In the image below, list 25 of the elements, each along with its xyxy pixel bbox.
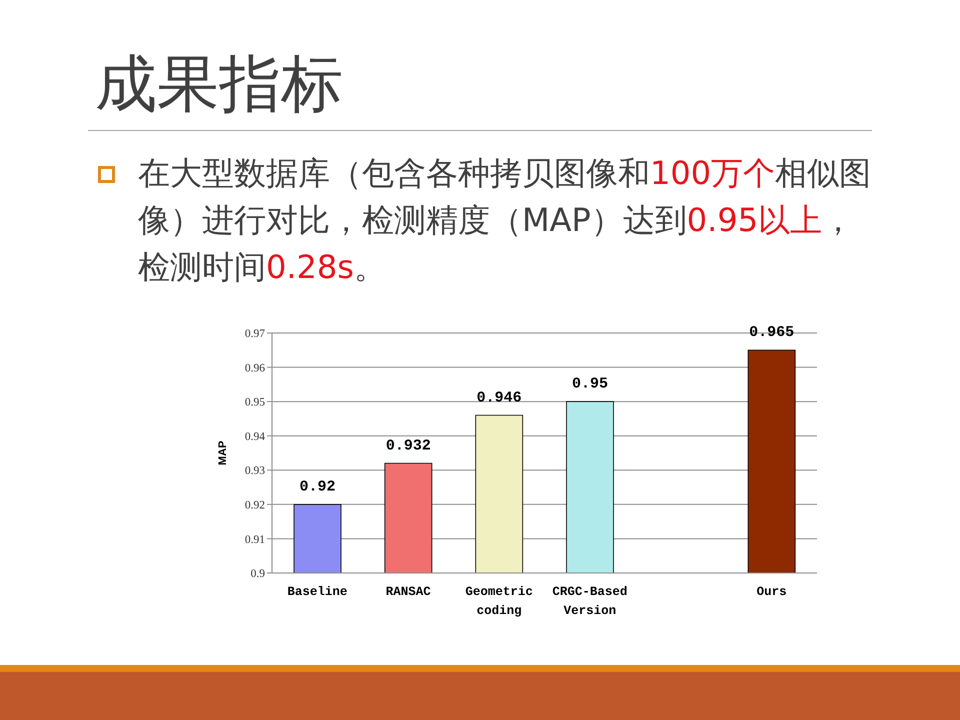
y-tick-label: 0.95 (244, 396, 266, 409)
data-label: 0.95 (572, 376, 608, 393)
y-tick-label: 0.97 (244, 328, 266, 340)
chart-title: 成果指标 (95, 46, 343, 122)
y-tick-label: 0.92 (244, 500, 266, 512)
y-tick-label: 0.93 (244, 465, 266, 478)
y-tick-label: 0.91 (244, 534, 266, 546)
x-tick-label: Geometric coding (465, 585, 533, 618)
data-label: 0.946 (476, 389, 522, 406)
text: 100万个 (650, 154, 776, 192)
y-tick-label: 0.9 (250, 568, 266, 580)
data-label: 0.932 (386, 437, 431, 454)
text: 。 (354, 248, 386, 286)
x-tick-label: Baseline (287, 585, 348, 599)
x-tick-label: Ours (756, 585, 787, 599)
y-tick-label: 0.96 (244, 362, 266, 374)
y-axis-title: MAP (216, 440, 229, 466)
data-label: 0.965 (749, 324, 794, 342)
x-tick-label: RANSAC (386, 585, 432, 599)
text: 0.95以上 (686, 201, 822, 239)
data-label: 0.92 (299, 478, 336, 496)
text: 0.28s (266, 248, 354, 286)
x-tick-label: CRGC-Based Version (552, 585, 628, 618)
y-tick-label: 0.94 (244, 430, 266, 443)
text: 在大型数据库（包含各种拷贝图像和 (138, 154, 650, 192)
